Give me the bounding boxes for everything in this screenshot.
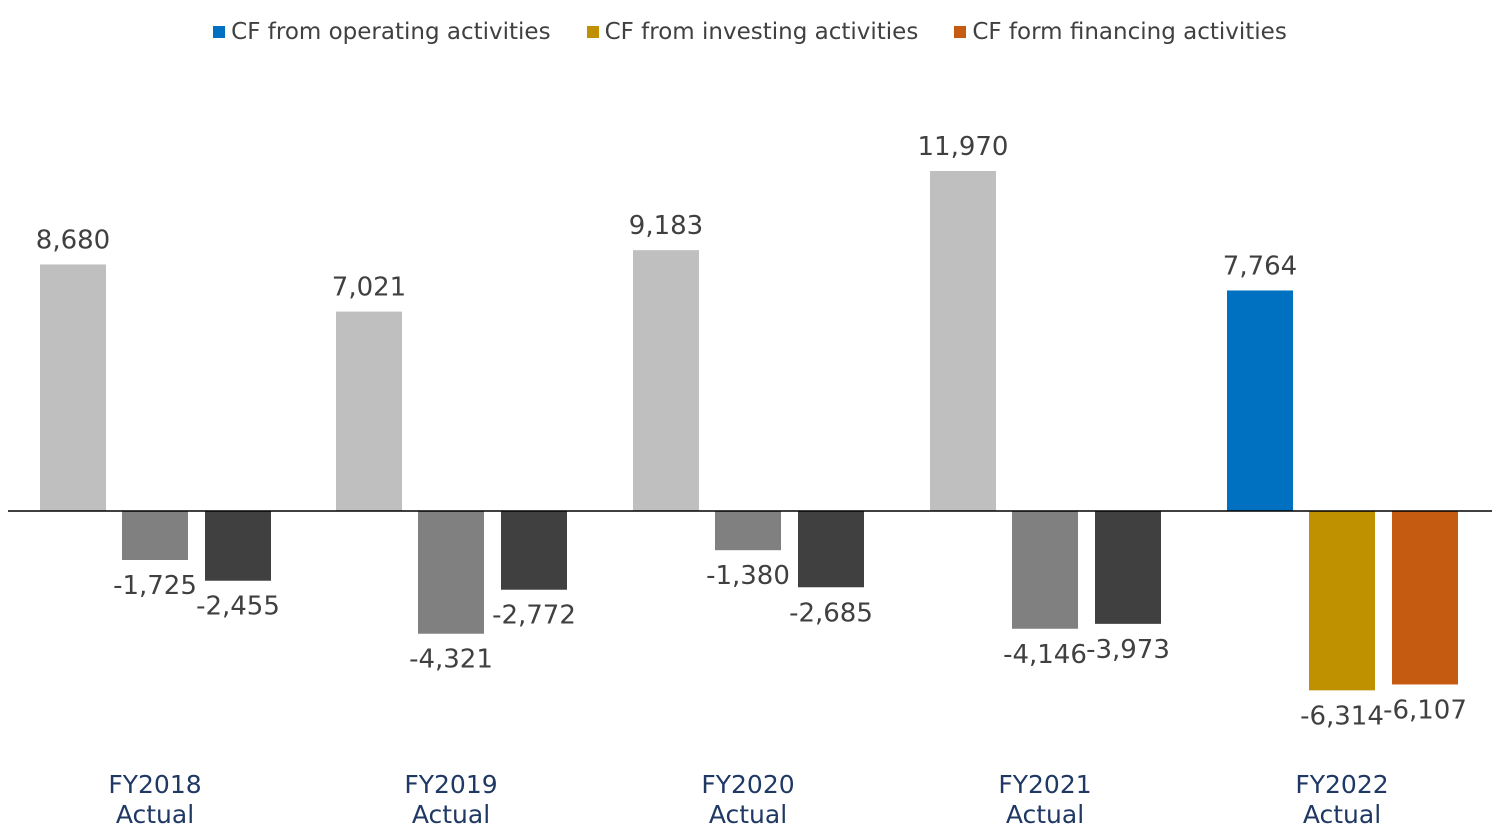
bar-3-2 — [1095, 511, 1161, 624]
category-label-4-1: Actual — [1303, 800, 1381, 829]
chart-legend: CF from operating activities CF from inv… — [0, 14, 1500, 50]
bar-2-0 — [633, 250, 699, 511]
category-label-3-0: FY2021 — [998, 770, 1091, 799]
category-label-0-1: Actual — [116, 800, 194, 829]
data-label-0-2: -2,455 — [196, 592, 280, 622]
bar-4-1 — [1309, 511, 1375, 691]
bar-0-1 — [122, 511, 188, 560]
data-label-4-0: 7,764 — [1223, 251, 1297, 281]
data-label-1-1: -4,321 — [409, 645, 493, 675]
legend-label-operating: CF from operating activities — [231, 19, 551, 45]
data-label-0-1: -1,725 — [113, 571, 197, 601]
data-label-3-2: -3,973 — [1086, 635, 1170, 665]
category-label-1-1: Actual — [412, 800, 490, 829]
data-label-3-1: -4,146 — [1003, 640, 1087, 670]
bar-1-2 — [501, 511, 567, 590]
category-label-0-0: FY2018 — [108, 770, 201, 799]
data-label-2-2: -2,685 — [789, 598, 873, 628]
bar-4-0 — [1227, 290, 1293, 511]
data-label-2-1: -1,380 — [706, 561, 790, 591]
category-label-4-0: FY2022 — [1295, 770, 1388, 799]
bar-3-1 — [1012, 511, 1078, 629]
legend-swatch-financing — [954, 26, 967, 38]
category-label-2-1: Actual — [709, 800, 787, 829]
legend-item-investing: CF from investing activities — [586, 19, 919, 45]
data-label-4-1: -6,314 — [1300, 701, 1384, 731]
category-label-3-1: Actual — [1006, 800, 1084, 829]
bar-1-1 — [418, 511, 484, 634]
legend-item-operating: CF from operating activities — [213, 19, 551, 45]
bar-2-1 — [715, 511, 781, 551]
data-label-0-0: 8,680 — [36, 225, 110, 255]
data-label-2-0: 9,183 — [629, 211, 703, 241]
data-label-3-0: 11,970 — [918, 132, 1009, 162]
legend-item-financing: CF form financing activities — [954, 19, 1287, 45]
category-label-2-0: FY2020 — [701, 770, 794, 799]
legend-label-financing: CF form financing activities — [972, 19, 1287, 45]
legend-label-investing: CF from investing activities — [604, 19, 919, 45]
bar-2-2 — [798, 511, 864, 588]
bar-0-0 — [40, 264, 106, 511]
bar-3-0 — [930, 171, 996, 511]
data-label-4-2: -6,107 — [1383, 695, 1467, 725]
bar-0-2 — [205, 511, 271, 581]
data-label-1-0: 7,021 — [332, 273, 406, 303]
category-label-1-0: FY2019 — [404, 770, 497, 799]
bar-4-2 — [1392, 511, 1458, 685]
legend-swatch-investing — [586, 26, 599, 38]
bar-1-0 — [336, 311, 402, 511]
legend-swatch-operating — [213, 26, 226, 38]
data-label-1-2: -2,772 — [492, 601, 576, 631]
